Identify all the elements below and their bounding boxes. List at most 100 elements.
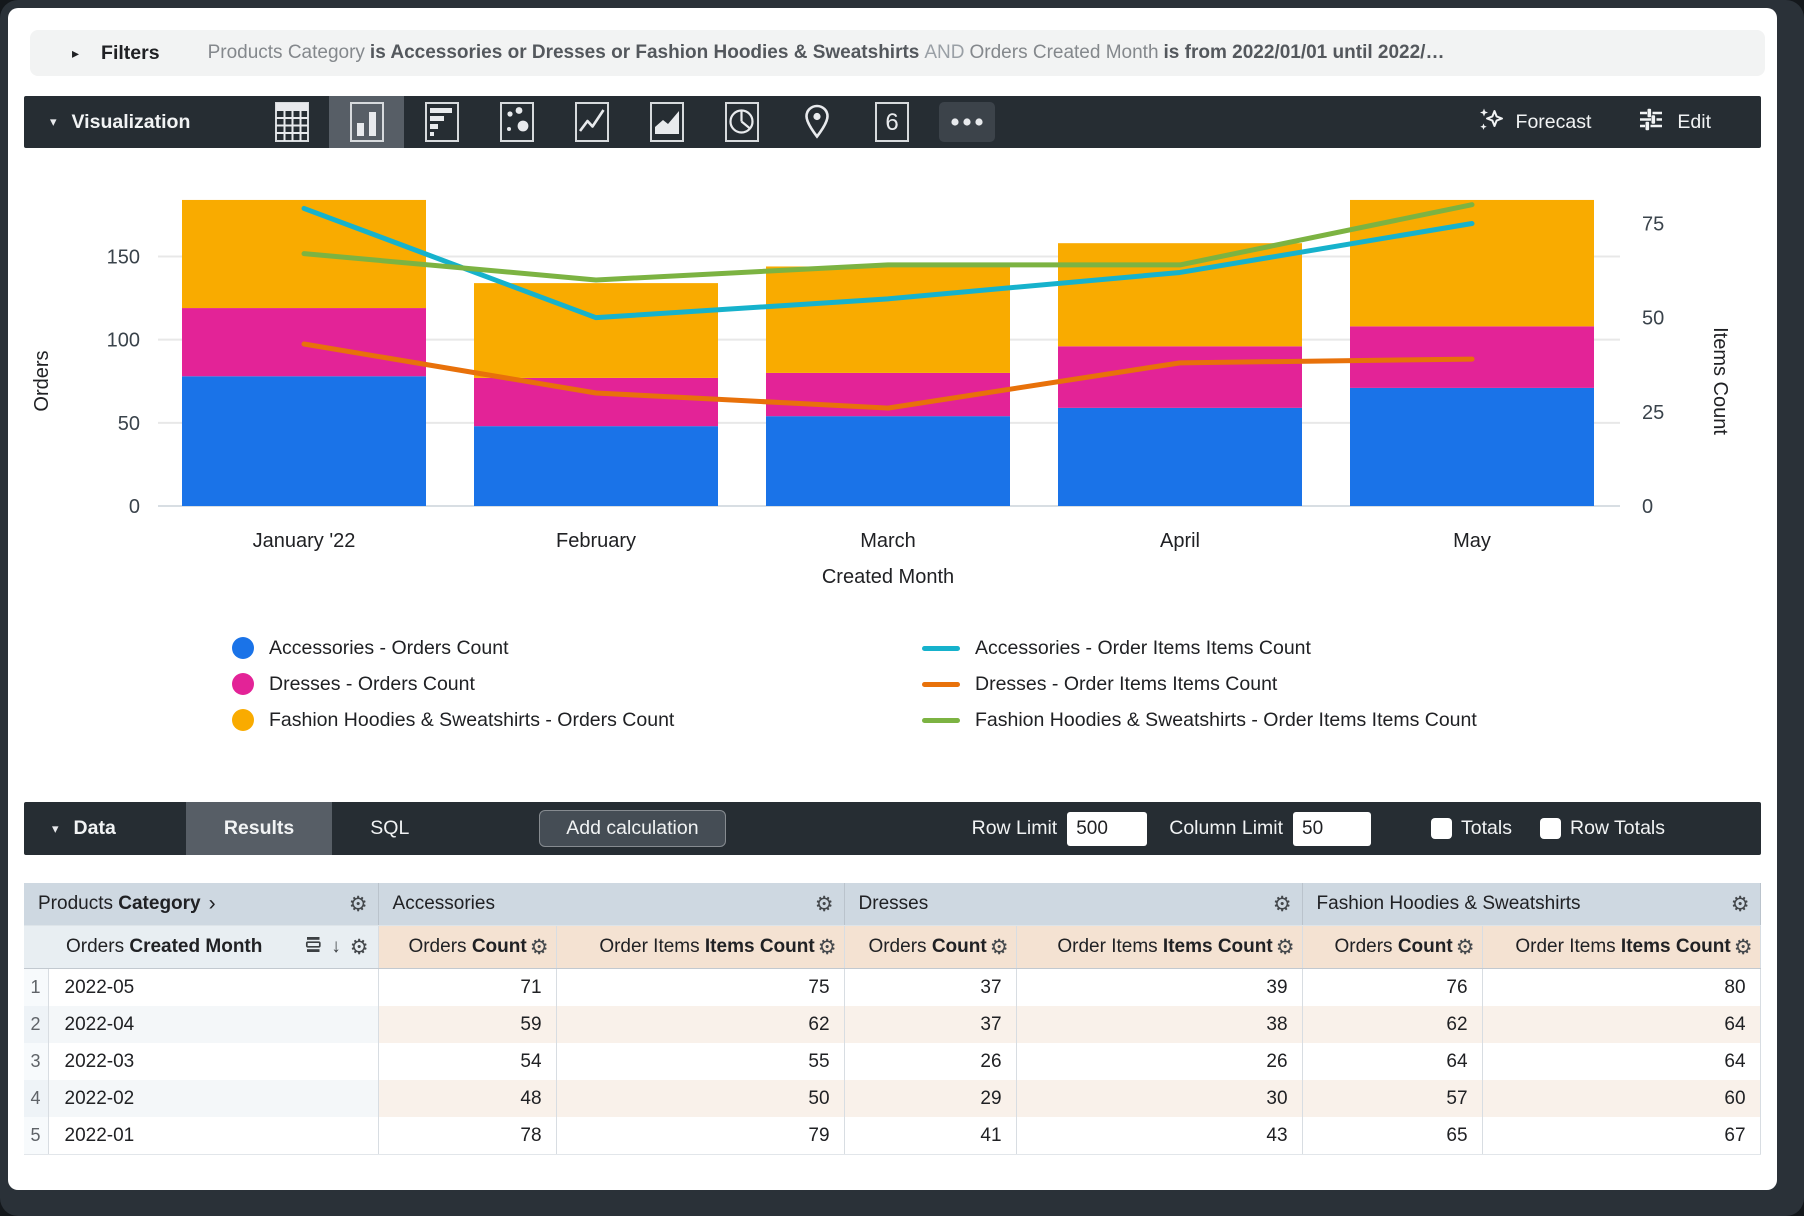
series-line — [301, 202, 1475, 283]
legend-item[interactable]: Accessories - Order Items Items Count — [922, 630, 1477, 666]
map-pin-icon[interactable] — [779, 96, 854, 148]
dimension-column-header[interactable]: Orders Created Month ↓ ⚙ — [24, 925, 379, 969]
measure-cell[interactable]: 55 — [556, 1043, 845, 1080]
area-chart-icon[interactable] — [629, 96, 704, 148]
data-collapse-icon[interactable]: ▾ — [52, 820, 59, 836]
measure-cell[interactable]: 75 — [556, 968, 845, 1006]
single-value-icon[interactable]: 6 — [854, 96, 929, 148]
measure-column-header[interactable]: Orders Count ⚙ — [378, 925, 557, 969]
measure-group-gear-icon[interactable]: ⚙ — [814, 892, 834, 916]
measure-cell[interactable]: 62 — [1302, 1006, 1483, 1043]
table-chart-icon[interactable] — [254, 96, 329, 148]
measure-cell[interactable]: 65 — [1302, 1117, 1483, 1155]
row-limit-input[interactable] — [1067, 811, 1148, 846]
measure-cell[interactable]: 37 — [844, 968, 1017, 1006]
legend-item[interactable]: Dresses - Orders Count — [232, 666, 674, 702]
combo-chart[interactable]: 0 50 100 150 0 25 50 75 January '22 February March… — [8, 150, 1760, 620]
column-limit-input[interactable] — [1293, 811, 1372, 846]
dimension-cell[interactable]: 2022-01 — [48, 1117, 379, 1155]
measure-cell[interactable]: 50 — [556, 1080, 845, 1117]
measure-cell[interactable]: 37 — [844, 1006, 1017, 1043]
measure-cell[interactable]: 62 — [556, 1006, 845, 1043]
measure-group-header[interactable]: Accessories ⚙ — [378, 883, 845, 926]
measure-cell[interactable]: 43 — [1016, 1117, 1303, 1155]
legend-item[interactable]: Accessories - Orders Count — [232, 630, 674, 666]
measure-column-gear-icon[interactable]: ⚙ — [529, 935, 549, 959]
measure-cell[interactable]: 54 — [378, 1043, 557, 1080]
forecast-button[interactable]: Forecast — [1476, 105, 1591, 139]
measure-cell[interactable]: 26 — [1016, 1043, 1303, 1080]
line-chart-icon[interactable] — [554, 96, 629, 148]
dimension-cell[interactable]: 2022-05 — [48, 968, 379, 1006]
measure-column-gear-icon[interactable]: ⚙ — [817, 935, 837, 959]
table-row[interactable]: 3 2022-03 54 55 26 26 64 64 — [24, 1043, 1761, 1080]
filters-expand-icon[interactable]: ▸ — [72, 44, 80, 61]
chevron-right-icon[interactable]: › — [208, 892, 216, 915]
measure-cell[interactable]: 80 — [1482, 968, 1761, 1006]
more-options-icon[interactable] — [929, 96, 1004, 148]
overlay-lines[interactable] — [301, 202, 1475, 411]
dimension-group-header[interactable]: Products Category › ⚙ — [24, 883, 379, 926]
measure-group-header[interactable]: Dresses ⚙ — [844, 883, 1303, 926]
measure-cell[interactable]: 38 — [1016, 1006, 1303, 1043]
subtotal-icon[interactable] — [305, 935, 322, 959]
dimension-column-gear-icon[interactable]: ⚙ — [349, 935, 369, 959]
measure-column-gear-icon[interactable]: ⚙ — [1455, 935, 1475, 959]
scatter-chart-icon[interactable] — [479, 96, 554, 148]
dimension-cell[interactable]: 2022-03 — [48, 1043, 379, 1080]
measure-cell[interactable]: 64 — [1302, 1043, 1483, 1080]
table-row[interactable]: 5 2022-01 78 79 41 43 65 67 — [24, 1117, 1761, 1155]
row-totals-checkbox[interactable] — [1539, 818, 1561, 839]
measure-column-gear-icon[interactable]: ⚙ — [1275, 935, 1295, 959]
tab-sql[interactable]: SQL — [370, 817, 410, 839]
measure-cell[interactable]: 64 — [1482, 1006, 1761, 1043]
legend-item[interactable]: Fashion Hoodies & Sweatshirts - Order It… — [922, 702, 1477, 738]
measure-cell[interactable]: 79 — [556, 1117, 845, 1155]
measure-cell[interactable]: 78 — [378, 1117, 557, 1155]
dimension-gear-icon[interactable]: ⚙ — [348, 892, 368, 916]
measure-cell[interactable]: 48 — [378, 1080, 557, 1117]
filters-bar[interactable]: ▸ Filters Products Category is Accessorie… — [30, 30, 1765, 76]
table-row[interactable]: 1 2022-05 71 75 37 39 76 80 — [24, 968, 1761, 1006]
measure-cell[interactable]: 60 — [1482, 1080, 1761, 1117]
measure-column-gear-icon[interactable]: ⚙ — [1733, 935, 1753, 959]
measure-cell[interactable]: 71 — [378, 968, 557, 1006]
measure-cell[interactable]: 57 — [1302, 1080, 1483, 1117]
measure-cell[interactable]: 26 — [844, 1043, 1017, 1080]
tab-results[interactable]: Results — [185, 802, 333, 855]
measure-column-header[interactable]: Order Items Items Count ⚙ — [556, 925, 845, 969]
legend-item[interactable]: Fashion Hoodies & Sweatshirts - Orders C… — [232, 702, 674, 738]
measure-column-header[interactable]: Order Items Items Count ⚙ — [1482, 925, 1761, 969]
measure-cell[interactable]: 41 — [844, 1117, 1017, 1155]
table-row[interactable]: 4 2022-02 48 50 29 30 57 60 — [24, 1080, 1761, 1117]
measure-group-header[interactable]: Fashion Hoodies & Sweatshirts ⚙ — [1302, 883, 1761, 926]
column-chart-icon[interactable] — [329, 96, 405, 148]
dimension-cell[interactable]: 2022-04 — [48, 1006, 379, 1043]
bar-chart-icon[interactable] — [404, 96, 479, 148]
add-calculation-button[interactable]: Add calculation — [539, 810, 726, 847]
measure-group-gear-icon[interactable]: ⚙ — [1730, 892, 1750, 916]
edit-button[interactable]: Edit — [1637, 105, 1711, 139]
measure-cell[interactable]: 39 — [1016, 968, 1303, 1006]
pie-chart-icon[interactable] — [704, 96, 779, 148]
measure-group-gear-icon[interactable]: ⚙ — [1272, 892, 1292, 916]
sort-desc-icon[interactable]: ↓ — [331, 936, 341, 957]
measure-cell[interactable]: 67 — [1482, 1117, 1761, 1155]
measure-cell[interactable]: 64 — [1482, 1043, 1761, 1080]
visualization-collapse-icon[interactable]: ▾ — [50, 114, 57, 129]
measure-column-gear-icon[interactable]: ⚙ — [989, 935, 1009, 959]
measure-cell[interactable]: 29 — [844, 1080, 1017, 1117]
measure-column-header[interactable]: Orders Count ⚙ — [844, 925, 1017, 969]
table-row[interactable]: 2 2022-04 59 62 37 38 62 64 — [24, 1006, 1761, 1043]
legend-item[interactable]: Dresses - Order Items Items Count — [922, 666, 1477, 702]
filters-summary[interactable]: Products Category is Accessories or Dress… — [208, 42, 1450, 64]
measure-cell[interactable]: 59 — [378, 1006, 557, 1043]
dimension-cell[interactable]: 2022-02 — [48, 1080, 379, 1117]
measure-column-header[interactable]: Order Items Items Count ⚙ — [1016, 925, 1303, 969]
stacked-bars[interactable] — [182, 199, 1594, 506]
row-number: 3 — [24, 1043, 49, 1080]
measure-cell[interactable]: 30 — [1016, 1080, 1303, 1117]
measure-cell[interactable]: 76 — [1302, 968, 1483, 1006]
measure-column-header[interactable]: Orders Count ⚙ — [1302, 925, 1483, 969]
totals-checkbox[interactable] — [1431, 818, 1453, 839]
